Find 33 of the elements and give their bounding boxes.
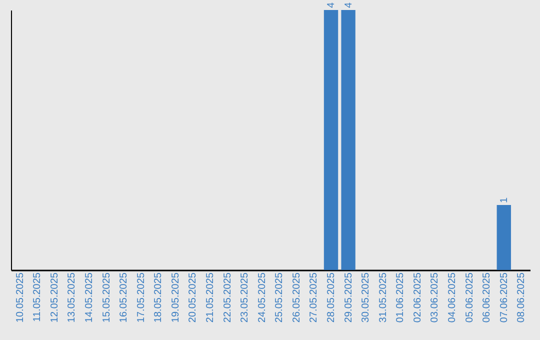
x-tick-label: 18.05.2025 [153, 272, 164, 323]
x-tick-label: 06.06.2025 [482, 272, 493, 323]
x-tick-label: 29.05.2025 [343, 272, 354, 323]
x-tick-label: 14.05.2025 [84, 272, 95, 323]
x-tick-label: 20.05.2025 [188, 272, 199, 323]
x-tick-label: 25.05.2025 [274, 272, 286, 323]
x-tick-label: 02.06.2025 [412, 272, 424, 323]
x-tick-label: 21.05.2025 [204, 272, 216, 323]
x-tick-label: 31.05.2025 [378, 272, 389, 323]
x-tick-label: 11.05.2025 [32, 272, 44, 322]
x-tick-label: 30.05.2025 [360, 272, 372, 323]
x-tick-label: 24.05.2025 [256, 272, 268, 323]
x-tick-label: 01.06.2025 [395, 272, 406, 323]
x-tick-label: 12.05.2025 [49, 272, 60, 323]
x-tick-label: 04.06.2025 [447, 272, 458, 323]
x-tick-label: 16.05.2025 [118, 272, 130, 323]
x-tick-label: 22.05.2025 [222, 272, 234, 323]
x-tick-label: 15.05.2025 [101, 272, 112, 323]
x-tick-label: 13.05.2025 [66, 272, 78, 323]
x-tick-label: 17.05.2025 [136, 272, 147, 323]
x-tick-label: 08.06.2025 [516, 272, 528, 323]
x-tick-label: 27.05.2025 [308, 272, 320, 323]
x-tick-label: 26.05.2025 [291, 272, 302, 323]
x-tick-label: 07.06.2025 [498, 272, 510, 323]
x-tick-label: 10.05.2025 [14, 272, 26, 323]
x-tick-label: 28.05.2025 [326, 272, 338, 323]
x-tick-label: 19.05.2025 [170, 272, 182, 323]
x-tick-label: 05.06.2025 [464, 272, 476, 323]
data-label: 1 [498, 197, 510, 203]
x-tick-label: 03.06.2025 [430, 272, 441, 323]
data-label: 4 [343, 2, 354, 8]
x-tick-label: 23.05.2025 [240, 272, 251, 323]
data-label: 4 [326, 2, 338, 8]
